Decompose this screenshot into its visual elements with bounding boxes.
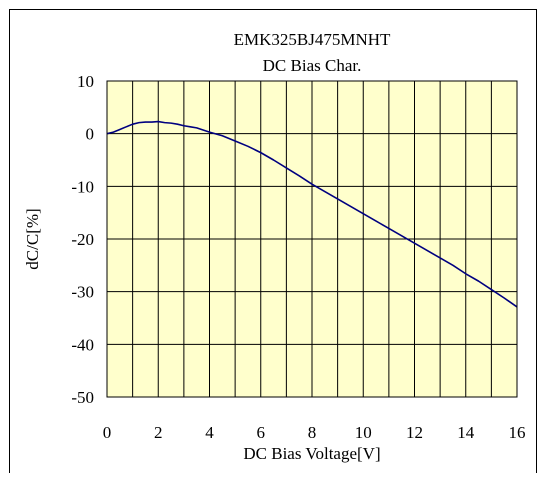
x-tick-label: 12 [406,423,423,442]
y-tick-labels: 10 0 -10 -20 -30 -40 -50 [71,72,94,407]
x-tick-label: 6 [257,423,266,442]
x-tick-label: 14 [457,423,475,442]
grid-lines [107,81,517,397]
series-line-0 [106,120,518,308]
x-tick-label: 16 [509,423,526,442]
x-tick-label: 2 [154,423,163,442]
x-tick-label: 0 [103,423,112,442]
chart-subtitle: DC Bias Char. [263,56,362,75]
y-tick-label: 0 [86,125,95,144]
plot-border [106,80,518,398]
x-axis-label: DC Bias Voltage[V] [243,444,380,463]
x-tick-label: 4 [205,423,214,442]
y-tick-label: -10 [71,177,94,196]
x-tick-label: 8 [308,423,317,442]
y-tick-label: -40 [71,335,94,354]
y-tick-label: -50 [71,388,94,407]
x-tick-labels: 0 2 4 6 8 10 12 14 16 [103,423,526,442]
y-tick-label: 10 [77,72,94,91]
y-tick-label: -30 [71,283,94,302]
y-tick-label: -20 [71,230,94,249]
data-layer [106,120,518,308]
x-tick-label: 10 [355,423,372,442]
y-axis-label: dC/C[%] [23,208,42,269]
chart-title: EMK325BJ475MNHT [234,30,391,49]
